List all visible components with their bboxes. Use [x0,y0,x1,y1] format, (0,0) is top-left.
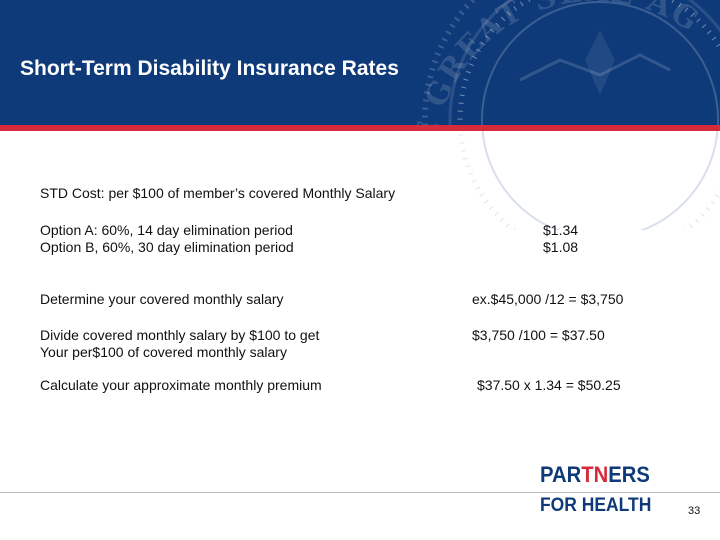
logo-text-par: PAR [540,462,582,487]
page-number: 33 [688,505,701,517]
footer-divider [0,492,720,493]
header-accent-bar [0,125,720,131]
std-cost-intro: STD Cost: per $100 of member’s covered M… [40,185,396,201]
partners-for-health-logo: PARTNERS FOR HEALTH [540,462,665,520]
logo-text-tn: TN [581,462,609,487]
step-calculate-premium-example: $37.50 x 1.34 = $50.25 [477,377,621,393]
logo-text-ers: ERS [608,462,650,487]
step-determine-salary-label: Determine your covered monthly salary [40,291,284,307]
step-calculate-premium-label: Calculate your approximate monthly premi… [40,377,322,393]
option-a-rate: $1.34 [543,222,579,238]
option-b-rate: $1.08 [543,239,579,255]
option-b-label: Option B, 60%, 30 day elimination period [40,239,294,255]
step-divide-salary-label-line1: Divide covered monthly salary by $100 to… [40,327,320,343]
page-title: Short-Term Disability Insurance Rates [20,57,399,80]
step-determine-salary-example: ex.$45,000 /12 = $3,750 [472,291,624,307]
option-a-label: Option A: 60%, 14 day elimination period [40,222,293,238]
logo-top-line: PARTNERS [540,462,650,488]
logo-bottom-line: FOR HEALTH [540,495,652,516]
step-divide-salary-label-line2: Your per$100 of covered monthly salary [40,344,287,360]
step-divide-salary-example: $3,750 /100 = $37.50 [472,327,605,343]
